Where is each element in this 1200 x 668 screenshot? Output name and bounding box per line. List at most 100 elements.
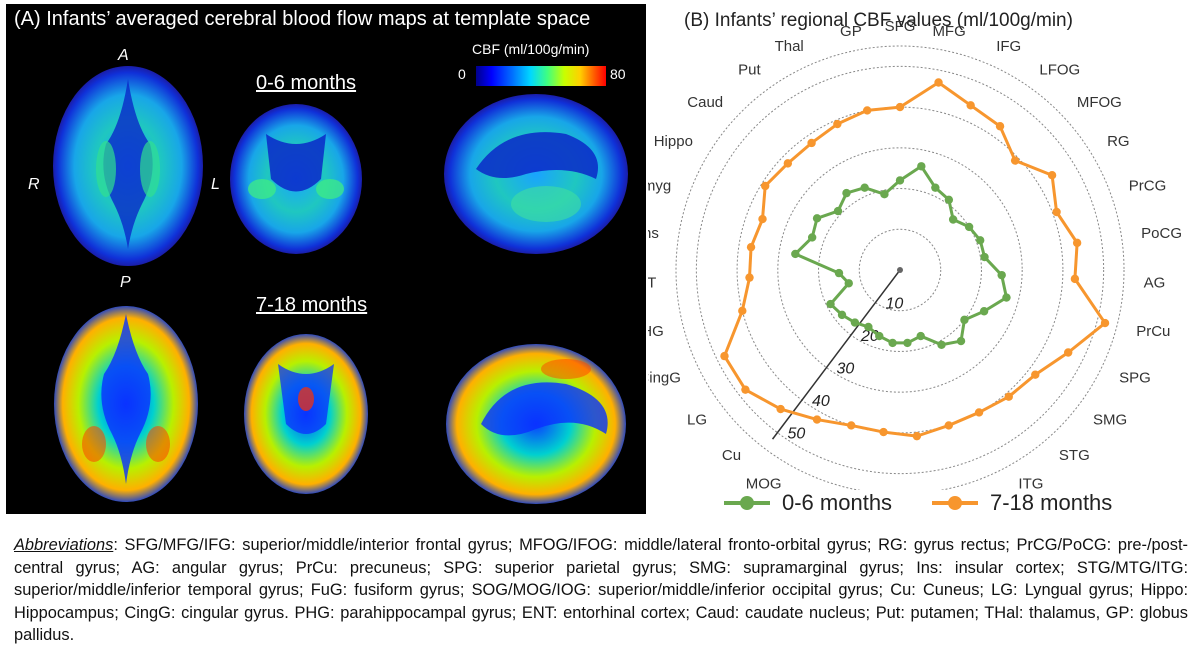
series-point-1 <box>776 404 785 414</box>
orient-posterior: P <box>120 274 131 291</box>
axial-slice-7-18 <box>54 306 198 502</box>
series-point-0 <box>917 162 926 171</box>
category-label: CingG <box>648 369 681 386</box>
series-point-1 <box>1072 238 1082 248</box>
series-point-1 <box>720 351 729 361</box>
series-point-1 <box>934 78 943 87</box>
legend-label-0-6: 0-6 months <box>782 490 893 515</box>
series-point-1 <box>812 415 822 424</box>
sagittal-slice-7-18 <box>446 344 626 504</box>
series-point-1 <box>1100 318 1110 328</box>
series-point-0 <box>1002 293 1011 302</box>
panel-a-title: (A) Infants’ averaged cerebral blood flo… <box>14 8 591 30</box>
series-point-0 <box>976 236 985 245</box>
series-point-0 <box>997 270 1006 280</box>
series-point-1 <box>966 101 975 110</box>
series-point-0 <box>916 331 925 341</box>
category-label: Caud <box>687 94 723 111</box>
category-label: SMG <box>1093 411 1127 428</box>
abbreviations-text: : SFG/MFG/IFG: superior/middle/interior … <box>14 536 1188 644</box>
axial-slice-0-6 <box>53 66 203 266</box>
abbreviations-lead: Abbreviations <box>14 536 114 554</box>
coronal-slice-7-18 <box>244 334 368 494</box>
series-point-0 <box>880 190 889 199</box>
series-point-0 <box>850 318 860 327</box>
r-tick-label: 10 <box>885 296 903 313</box>
series-point-0 <box>895 176 905 185</box>
category-label: STG <box>1059 447 1090 464</box>
series-point-0 <box>842 188 851 198</box>
coronal-slice-0-6 <box>230 104 362 254</box>
category-label: PrCG <box>1129 177 1167 194</box>
category-label: AG <box>1144 274 1166 291</box>
series-point-0 <box>948 215 958 224</box>
series-point-1 <box>995 122 1005 131</box>
r-tick-label: 50 <box>787 426 805 443</box>
brain-maps-image <box>53 66 628 504</box>
abbreviations-caption: Abbreviations: SFG/MFG/IFG: superior/mid… <box>14 534 1188 647</box>
series-point-1 <box>895 102 905 112</box>
series-point-0 <box>903 338 912 348</box>
category-label: SPG <box>1119 369 1151 386</box>
series-point-1 <box>745 273 754 282</box>
series-point-0 <box>837 310 847 320</box>
colorbar-max: 80 <box>610 66 626 82</box>
category-label: MFG <box>932 23 965 40</box>
series-point-1 <box>1004 392 1013 401</box>
category-label: Thal <box>775 38 804 55</box>
group-label-0-6: 0-6 months <box>256 72 357 94</box>
series-point-0 <box>860 183 869 192</box>
series-point-0 <box>980 252 989 262</box>
series-point-1 <box>974 408 984 417</box>
category-label: RG <box>1107 133 1130 150</box>
series-point-1 <box>761 181 770 191</box>
r-tick-label: 30 <box>836 361 854 378</box>
series-point-0 <box>826 299 835 309</box>
category-label: Put <box>738 62 761 79</box>
series-point-1 <box>807 138 816 148</box>
series-point-0 <box>937 340 946 349</box>
series-point-1 <box>746 242 756 252</box>
series-point-1 <box>783 159 793 168</box>
series-point-0 <box>864 322 873 332</box>
series-point-0 <box>964 222 974 232</box>
category-label: Ins <box>648 225 659 242</box>
series-point-1 <box>758 214 767 224</box>
grid-circle <box>695 65 1105 475</box>
legend-item-0-6: 0-6 months <box>724 490 892 516</box>
category-label: MOG <box>746 475 782 490</box>
series-point-1 <box>944 421 953 430</box>
series-line-0 <box>793 164 1008 347</box>
series-point-1 <box>833 119 842 129</box>
category-label: Amyg <box>648 177 671 194</box>
series-point-1 <box>1031 370 1040 379</box>
grid-circle-outer <box>675 45 1125 490</box>
category-label: Hippo <box>654 133 693 150</box>
category-label: SFG <box>885 18 916 35</box>
legend-swatch-green <box>724 496 770 510</box>
colorbar-label: CBF (ml/100g/min) <box>472 41 590 57</box>
category-label: Cu <box>722 447 741 464</box>
legend-item-7-18: 7-18 months <box>932 490 1112 516</box>
orient-anterior: A <box>118 47 129 64</box>
grid-circle <box>818 188 982 352</box>
category-label: ENT <box>648 274 656 291</box>
series-point-1 <box>912 431 922 441</box>
panel-b-radar: (B) Infants’ regional CBF values (ml/100… <box>648 0 1200 520</box>
category-label: LG <box>687 411 707 428</box>
series-point-0 <box>960 315 969 325</box>
series-point-0 <box>956 336 966 346</box>
series-point-0 <box>844 279 853 288</box>
category-label: IFG <box>996 38 1021 55</box>
series-point-1 <box>1052 207 1061 217</box>
series-point-1 <box>847 421 856 430</box>
series-point-0 <box>875 331 884 341</box>
category-label: PoCG <box>1141 225 1182 242</box>
group-label-7-18: 7-18 months <box>256 294 368 316</box>
series-point-1 <box>1070 274 1080 284</box>
radar-center <box>897 267 903 273</box>
series-point-0 <box>812 214 822 223</box>
series-point-0 <box>807 233 817 242</box>
colorbar <box>476 66 606 86</box>
series-point-1 <box>738 306 747 316</box>
